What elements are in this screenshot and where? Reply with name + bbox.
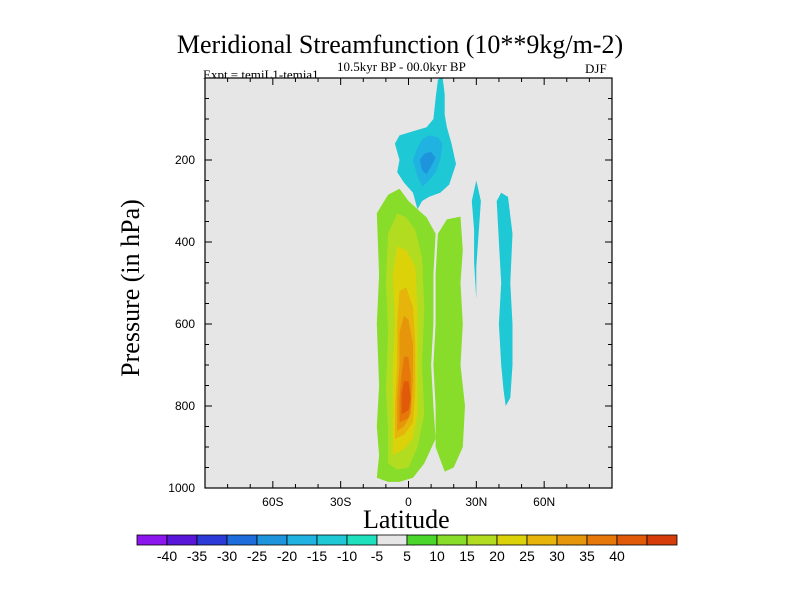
- y-tick-label: 400: [175, 235, 195, 249]
- colorbar-swatch: [586, 534, 618, 546]
- colorbar-swatch: [376, 534, 408, 546]
- colorbar-label: 40: [609, 548, 625, 564]
- contour-region-neg5-11: [471, 180, 481, 300]
- y-tick-label: 200: [175, 153, 195, 167]
- colorbar-swatch: [226, 534, 258, 546]
- colorbar-label: 5: [403, 548, 411, 564]
- colorbar-label: 30: [549, 548, 565, 564]
- colorbar-swatch: [646, 534, 678, 546]
- contour-region-pos35-7: [401, 381, 411, 415]
- x-tick-label: 30N: [465, 495, 487, 509]
- colorbar-swatch: [316, 534, 348, 546]
- colorbar-swatch: [166, 534, 198, 546]
- colorbar-swatch: [496, 534, 528, 546]
- x-axis-label: Latitude: [363, 505, 450, 534]
- colorbar-label: 25: [519, 548, 535, 564]
- colorbar-label: -35: [187, 548, 207, 564]
- colorbar-swatch: [346, 534, 378, 546]
- contour-region-neg5-12: [496, 192, 513, 406]
- colorbar-label: -30: [217, 548, 237, 564]
- x-tick-label: 60N: [533, 495, 555, 509]
- colorbar-swatch: [436, 534, 468, 546]
- colorbar-label: -20: [277, 548, 297, 564]
- colorbar-swatch: [556, 534, 588, 546]
- colorbar-label: 10: [429, 548, 445, 564]
- period-label: 10.5kyr BP - 00.0kyr BP: [337, 59, 466, 74]
- contour-region-pos5-1: [433, 216, 465, 472]
- y-tick-label: 600: [175, 317, 195, 331]
- colorbar-swatch: [256, 534, 288, 546]
- colorbar-swatch: [196, 534, 228, 546]
- colorbar-label: -15: [307, 548, 327, 564]
- colorbar-label: 35: [579, 548, 595, 564]
- x-tick-label: 30S: [330, 495, 351, 509]
- chart-title: Meridional Streamfunction (10**9kg/m-2): [176, 30, 624, 59]
- season-label: DJF: [585, 61, 607, 76]
- colorbar-swatch: [286, 534, 318, 546]
- x-tick-label: 60S: [262, 495, 283, 509]
- colorbar-swatch: [616, 534, 648, 546]
- colorbar-swatch: [526, 534, 558, 546]
- colorbar-swatch: [136, 534, 168, 546]
- colorbar-label: -25: [247, 548, 267, 564]
- colorbar-label: -40: [157, 548, 177, 564]
- y-tick-label: 1000: [168, 481, 195, 495]
- colorbar-label: 20: [489, 548, 505, 564]
- x-tick-label: 0: [405, 495, 412, 509]
- colorbar-label: 15: [459, 548, 475, 564]
- y-tick-label: 800: [175, 399, 195, 413]
- colorbar-label: -10: [337, 548, 357, 564]
- colorbar-label: -5: [371, 548, 384, 564]
- colorbar-swatch: [466, 534, 498, 546]
- colorbar-swatch: [406, 534, 438, 546]
- contour-region-neg15-10: [419, 151, 436, 175]
